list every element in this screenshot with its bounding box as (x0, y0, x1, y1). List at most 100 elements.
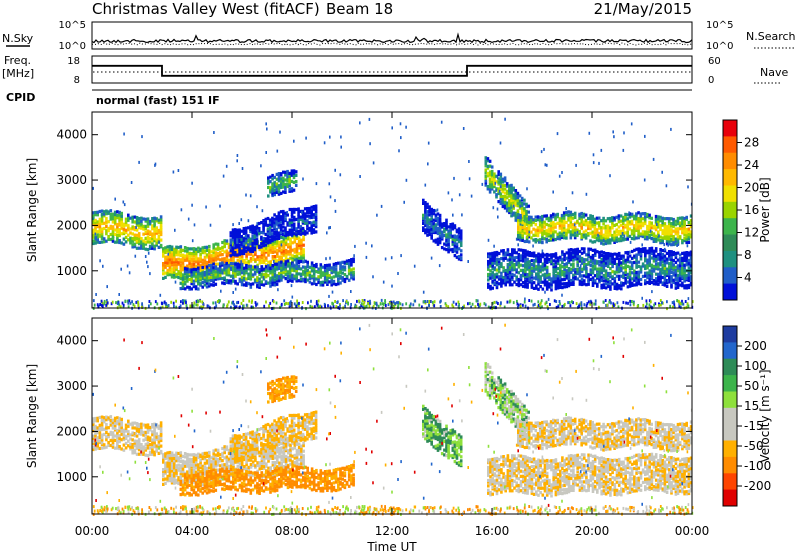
power-cell (667, 219, 671, 224)
power-cell (180, 208, 183, 212)
power-cell (648, 271, 651, 275)
power-cell (306, 278, 309, 282)
power-cell (630, 271, 634, 275)
power-cell (299, 227, 303, 231)
power-cell (268, 220, 272, 224)
power-cell (159, 230, 163, 234)
power-cell (103, 299, 106, 303)
power-cell (683, 236, 686, 240)
power-cell (225, 254, 229, 258)
power-cell (118, 240, 121, 245)
power-cell (142, 242, 145, 246)
velocity-cell (109, 420, 113, 424)
power-cell (490, 169, 494, 174)
power-cell (303, 230, 307, 234)
power-cell (288, 264, 292, 268)
power-cell (661, 248, 665, 253)
power-cell (247, 275, 250, 279)
power-cell (436, 208, 439, 212)
power-cell (541, 223, 544, 227)
power-cell (133, 228, 137, 232)
power-cell (670, 127, 672, 131)
power-cell (506, 250, 510, 254)
power-cell (266, 223, 270, 227)
power-cell (629, 250, 631, 254)
power-cell (300, 243, 303, 247)
power-cell (286, 223, 289, 227)
velocity-cell (122, 443, 126, 447)
power-cell (593, 220, 597, 224)
power-cell (573, 228, 577, 232)
velocity-cell (94, 434, 97, 438)
power-cell (467, 260, 469, 263)
power-cell (587, 282, 590, 286)
velocity-cell (94, 427, 97, 431)
power-cell (459, 238, 463, 242)
velocity-cell (92, 426, 95, 430)
power-cell (135, 223, 139, 227)
power-cell (519, 254, 523, 258)
power-cell (530, 263, 534, 267)
power-cell (426, 202, 429, 206)
power-cell (628, 275, 632, 279)
power-cell (374, 302, 377, 306)
power-cell (514, 216, 518, 220)
power-cell (96, 303, 99, 307)
power-cell (325, 257, 327, 261)
power-cell (683, 239, 686, 243)
power-cell (560, 213, 564, 218)
power-cell (624, 265, 627, 269)
power-cell (489, 264, 492, 268)
nsearch-label: N.Search (746, 30, 796, 43)
power-cell (116, 230, 119, 234)
power-cell (227, 258, 231, 262)
power-cell (212, 254, 215, 258)
power-cell (626, 260, 630, 264)
power-cell (275, 221, 278, 225)
power-cell (319, 280, 323, 285)
power-cell (326, 282, 329, 286)
power-cell (247, 248, 250, 252)
power-cell (236, 272, 239, 276)
power-cell (562, 234, 566, 238)
power-cell (284, 265, 288, 269)
power-cell (563, 254, 566, 259)
power-cell (644, 256, 647, 260)
power-cell (430, 210, 433, 214)
power-cell (345, 300, 348, 303)
power-cell (613, 230, 616, 234)
power-cell (151, 244, 154, 248)
power-cell (541, 228, 544, 232)
power-cell (102, 264, 104, 268)
power-cell (562, 228, 566, 232)
power-cell (555, 300, 558, 303)
power-cell (579, 264, 582, 268)
power-cell (595, 221, 599, 225)
power-cell (197, 262, 200, 266)
power-cell (660, 303, 662, 307)
power-cell (535, 256, 538, 260)
power-cell (500, 264, 503, 269)
power-cell (428, 232, 431, 237)
power-cell (513, 262, 516, 267)
power-cell (195, 299, 198, 303)
power-cell (613, 233, 616, 237)
power-cell (226, 304, 228, 308)
power-cell (102, 212, 106, 216)
power-cell (635, 222, 638, 226)
power-cell (253, 270, 257, 275)
power-cell (216, 244, 220, 248)
power-cell (508, 184, 511, 188)
power-cell (576, 233, 579, 237)
power-cell (92, 216, 95, 221)
power-cell (524, 264, 527, 268)
power-cell (277, 190, 281, 194)
power-cell (620, 263, 623, 267)
power-cell (523, 224, 527, 229)
power-cell (500, 284, 503, 288)
power-cell (422, 218, 425, 222)
power-cell (518, 202, 522, 206)
power-cell (282, 262, 285, 266)
velocity-cell (109, 415, 113, 419)
power-cell (504, 283, 507, 287)
